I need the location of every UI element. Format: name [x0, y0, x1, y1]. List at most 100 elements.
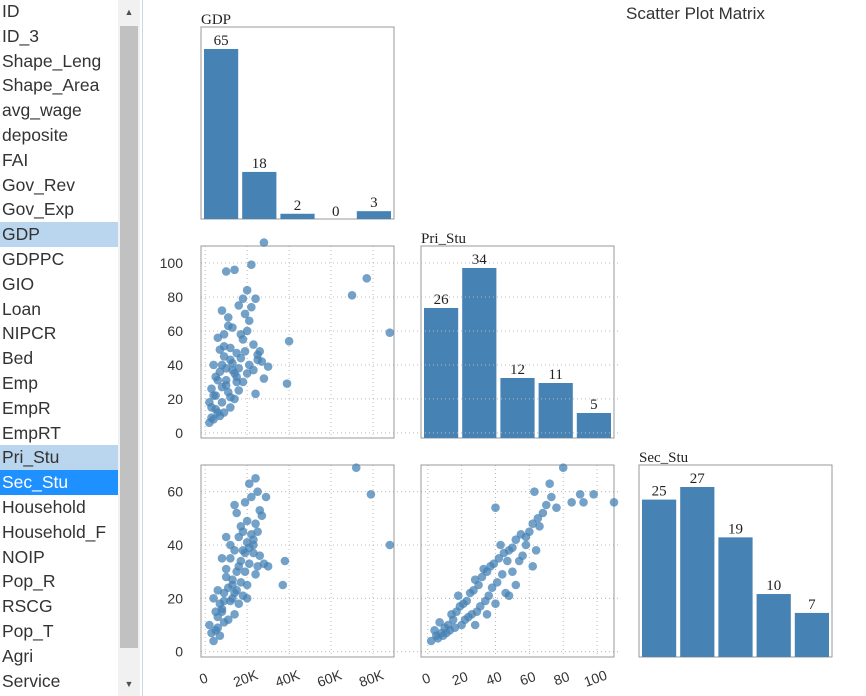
scatter-point-gdp-vs-sec-stu — [242, 594, 252, 603]
matrix-title: Scatter Plot Matrix — [626, 4, 765, 23]
variable-item-loan[interactable]: Loan — [2, 298, 41, 319]
variable-item-avg_wage[interactable]: avg_wage — [2, 100, 82, 121]
histogram-bar-gdp — [242, 171, 277, 219]
scroll-down-arrow-icon[interactable]: ▼ — [124, 679, 134, 689]
scatter-point-pri-stu-vs-sec-stu — [518, 551, 527, 560]
scatter-point-gdp-vs-pri-stu — [209, 391, 218, 400]
variable-item-noip[interactable]: NOIP — [2, 546, 45, 567]
scatter-point-gdp-vs-sec-stu — [211, 607, 220, 616]
scatter-point-pri-stu-vs-sec-stu — [489, 559, 499, 568]
variable-item-gov_exp[interactable]: Gov_Exp — [2, 199, 74, 220]
scatter-point-pri-stu-vs-sec-stu — [487, 583, 497, 592]
variable-item-id[interactable]: ID — [2, 1, 20, 21]
scatter-point-gdp-vs-sec-stu — [232, 508, 241, 518]
scatter-point-pri-stu-vs-sec-stu — [491, 503, 500, 512]
scatter-point-gdp-vs-pri-stu — [215, 345, 225, 354]
scatter-point-gdp-vs-sec-stu — [251, 519, 260, 528]
scatter-point-gdp-vs-sec-stu — [209, 636, 218, 646]
variable-item-rscg[interactable]: RSCG — [2, 596, 53, 617]
variable-item-shape_area[interactable]: Shape_Area — [2, 75, 100, 96]
histogram-bar-pri-stu — [462, 268, 497, 438]
scatter-point-pri-stu-vs-sec-stu — [545, 479, 554, 488]
histogram-bar-label-gdp: 0 — [332, 204, 340, 220]
scatter-point-pri-stu-vs-sec-stu — [435, 618, 444, 627]
scatter-point-gdp-vs-pri-stu — [253, 355, 262, 365]
variable-item-empr[interactable]: EmpR — [2, 397, 51, 418]
variable-item-pop_t[interactable]: Pop_T — [2, 621, 54, 641]
scatter-point-gdp-vs-sec-stu — [280, 556, 290, 566]
y-tick-label-gdp-vs-pri-stu: 100 — [160, 255, 184, 271]
y-tick-label-gdp-vs-sec-stu: 40 — [167, 537, 183, 553]
variable-item-gdp[interactable]: GDP — [0, 222, 118, 248]
scatter-point-pri-stu-vs-sec-stu — [558, 463, 568, 472]
scatter-point-gdp-vs-sec-stu — [236, 556, 246, 566]
variable-item-deposite[interactable]: deposite — [2, 125, 69, 145]
variable-item-service[interactable]: Service — [2, 670, 61, 691]
scatter-point-gdp-vs-sec-stu — [242, 516, 252, 526]
variable-item-nipcr[interactable]: NIPCR — [2, 323, 57, 344]
scatter-point-gdp-vs-sec-stu — [232, 567, 241, 576]
variable-item-pri_stu[interactable]: Pri_Stu — [0, 445, 118, 471]
scatter-point-gdp-vs-pri-stu — [362, 273, 372, 283]
scatter-point-gdp-vs-sec-stu — [244, 543, 254, 552]
histogram-title-gdp: GDP — [201, 12, 231, 28]
scatter-point-pri-stu-vs-sec-stu — [528, 519, 538, 528]
variable-item-shape_leng[interactable]: Shape_Leng — [2, 50, 102, 71]
scatter-point-pri-stu-vs-sec-stu — [552, 503, 561, 512]
histogram-bar-label-pri-stu: 34 — [472, 252, 488, 268]
scatter-point-pri-stu-vs-sec-stu — [511, 535, 521, 544]
scatter-point-gdp-vs-pri-stu — [247, 302, 256, 312]
x-tick-label-pri-stu-vs-sec-stu: 60 — [518, 668, 538, 688]
scatter-point-pri-stu-vs-sec-stu — [575, 490, 585, 499]
variable-item-sec_stu[interactable]: Sec_Stu — [0, 470, 118, 496]
scatter-point-gdp-vs-sec-stu — [251, 474, 260, 483]
scatter-point-pri-stu-vs-sec-stu — [481, 596, 490, 606]
variable-item-emprt[interactable]: EmpRT — [2, 422, 61, 443]
scatter-point-gdp-vs-sec-stu — [215, 631, 225, 640]
variable-item-gov_rev[interactable]: Gov_Rev — [2, 174, 75, 195]
variable-item-fai[interactable]: FAI — [2, 149, 29, 170]
scatter-point-gdp-vs-sec-stu — [205, 620, 214, 630]
scatter-point-pri-stu-vs-sec-stu — [521, 540, 531, 550]
variable-list-scrollbar[interactable]: ▲ ▼ — [118, 0, 140, 696]
scatter-point-pri-stu-vs-sec-stu — [538, 508, 548, 518]
scrollbar-thumb[interactable] — [120, 26, 138, 648]
histogram-bar-sec-stu — [794, 612, 829, 657]
x-tick-label-pri-stu-vs-sec-stu: 40 — [484, 668, 504, 688]
variable-item-gdppc[interactable]: GDPPC — [2, 249, 65, 269]
scatter-point-gdp-vs-pri-stu — [205, 418, 214, 428]
variable-item-bed[interactable]: Bed — [2, 348, 34, 369]
scatter-point-gdp-vs-sec-stu — [366, 490, 376, 499]
scatter-point-gdp-vs-pri-stu — [226, 392, 235, 402]
scatter-point-gdp-vs-sec-stu — [257, 511, 267, 520]
scatter-point-pri-stu-vs-sec-stu — [482, 610, 492, 619]
histogram-bar-sec-stu — [718, 537, 753, 657]
scatter-point-pri-stu-vs-sec-stu — [496, 540, 505, 550]
scatter-point-gdp-vs-pri-stu — [232, 377, 241, 387]
scatter-point-gdp-vs-sec-stu — [253, 527, 262, 536]
scatter-point-gdp-vs-pri-stu — [221, 364, 231, 373]
variable-item-id_3[interactable]: ID_3 — [2, 25, 39, 46]
y-tick-label-gdp-vs-pri-stu: 60 — [167, 323, 183, 339]
x-tick-label-gdp-vs-sec-stu: 0 — [197, 669, 210, 687]
variable-item-household_f[interactable]: Household_F — [2, 521, 107, 542]
variable-item-emp[interactable]: Emp — [2, 373, 38, 393]
scroll-up-arrow-icon[interactable]: ▲ — [124, 7, 134, 17]
histogram-bar-gdp — [356, 211, 391, 219]
scatter-point-gdp-vs-pri-stu — [347, 290, 357, 300]
scatter-point-gdp-vs-sec-stu — [244, 559, 254, 568]
scatter-point-gdp-vs-pri-stu — [209, 360, 218, 370]
x-tick-label-pri-stu-vs-sec-stu: 0 — [420, 669, 433, 687]
histogram-bar-sec-stu — [756, 594, 791, 657]
scatter-point-gdp-vs-sec-stu — [263, 562, 273, 571]
scatter-point-gdp-vs-pri-stu — [211, 372, 220, 382]
scatter-point-gdp-vs-sec-stu — [230, 500, 239, 510]
variable-item-pop_r[interactable]: Pop_R — [2, 571, 56, 592]
variable-item-gio[interactable]: GIO — [2, 273, 35, 294]
variable-item-agri[interactable]: Agri — [2, 645, 34, 666]
scatter-point-gdp-vs-pri-stu — [240, 309, 250, 319]
variable-item-household[interactable]: Household — [2, 497, 86, 517]
scatter-point-pri-stu-vs-sec-stu — [433, 634, 443, 643]
